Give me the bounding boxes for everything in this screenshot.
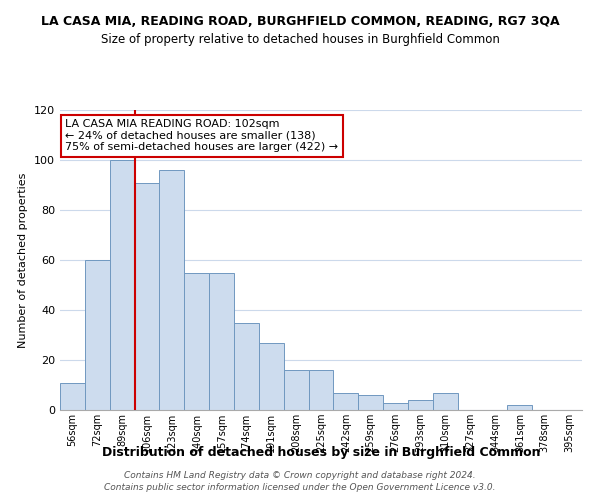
Bar [308,370,334,410]
Text: LA CASA MIA, READING ROAD, BURGHFIELD COMMON, READING, RG7 3QA: LA CASA MIA, READING ROAD, BURGHFIELD CO… [41,15,559,28]
Text: Contains public sector information licensed under the Open Government Licence v3: Contains public sector information licen… [104,484,496,492]
Text: Contains HM Land Registry data © Crown copyright and database right 2024.: Contains HM Land Registry data © Crown c… [124,471,476,480]
Bar [284,370,308,410]
Bar [433,392,458,410]
Bar [160,170,184,410]
Bar [60,382,85,410]
Text: LA CASA MIA READING ROAD: 102sqm
← 24% of detached houses are smaller (138)
75% : LA CASA MIA READING ROAD: 102sqm ← 24% o… [65,119,338,152]
Bar [184,272,209,410]
Bar [85,260,110,410]
Bar [234,322,259,410]
Bar [110,160,134,410]
Bar [259,342,284,410]
Text: Distribution of detached houses by size in Burghfield Common: Distribution of detached houses by size … [102,446,540,459]
Bar [408,400,433,410]
Bar [383,402,408,410]
Bar [334,392,358,410]
Text: Size of property relative to detached houses in Burghfield Common: Size of property relative to detached ho… [101,32,499,46]
Bar [209,272,234,410]
Y-axis label: Number of detached properties: Number of detached properties [19,172,28,348]
Bar [358,395,383,410]
Bar [508,405,532,410]
Bar [134,182,160,410]
